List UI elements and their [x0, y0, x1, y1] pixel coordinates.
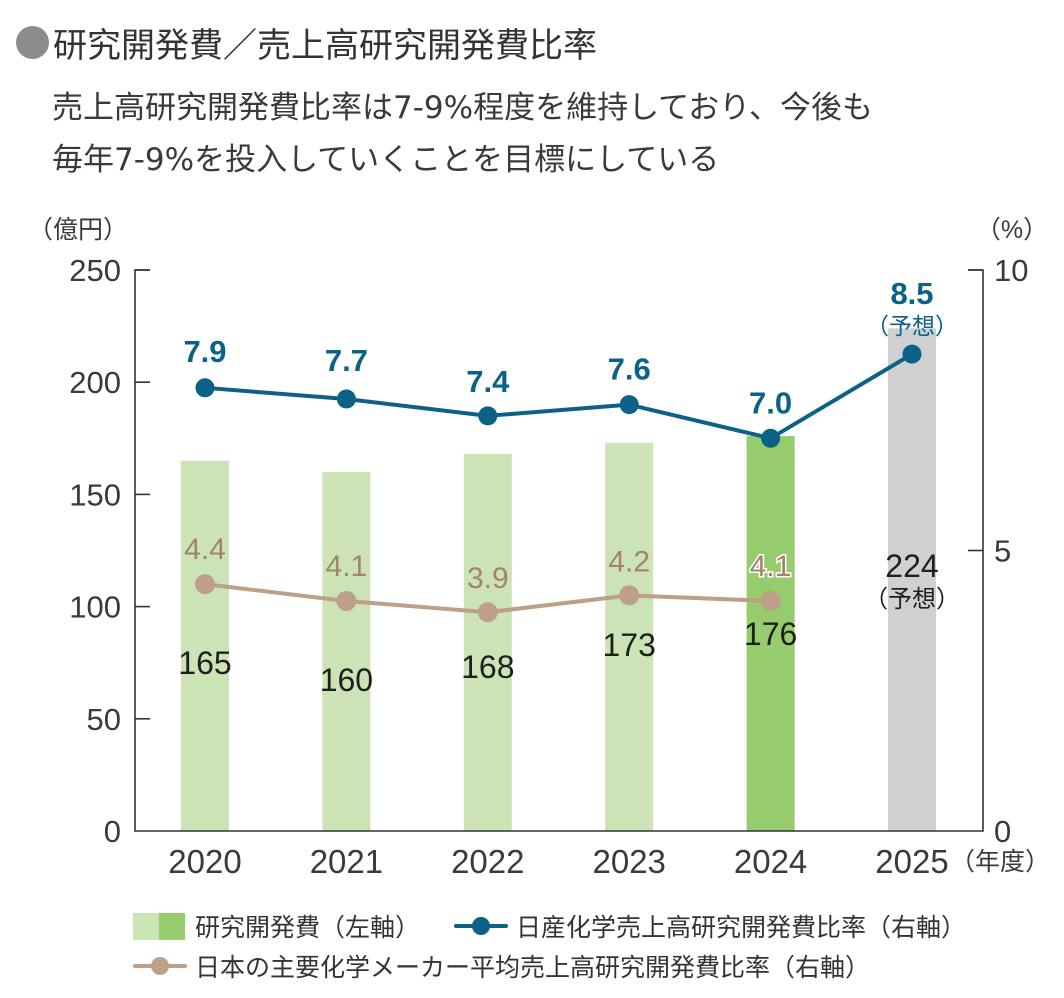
legend-line-industry-icon: [133, 956, 187, 976]
bar-2022: [463, 454, 512, 831]
nissan-ratio-label-2022: 7.4: [466, 364, 510, 399]
nissan-ratio-point: [478, 406, 498, 426]
legend-label-nissan-ratio: 日産化学売上高研究開発費比率（右軸）: [516, 913, 967, 942]
left-tick-label: 100: [69, 590, 121, 625]
bar-forecast-note: （予想）: [864, 586, 960, 613]
nissan-ratio-label-2023: 7.6: [608, 352, 651, 387]
bar-value-label-2022: 168: [461, 649, 514, 685]
nissan-ratio-point: [761, 428, 781, 448]
left-axis-unit-label: （億円）: [28, 216, 128, 244]
legend-row-2: 日本の主要化学メーカー平均売上高研究開発費比率（右軸）: [133, 946, 966, 986]
x-tick-label-2025: 2025: [875, 843, 948, 880]
bar-value-label-2024: 176: [744, 616, 797, 652]
bar-value-label-2020: 165: [178, 645, 231, 681]
nissan-ratio-point: [902, 344, 922, 364]
bar-2020: [181, 460, 229, 831]
nissan-forecast-note: （予想）: [866, 313, 958, 339]
x-tick-label-2023: 2023: [592, 843, 665, 880]
industry-ratio-label-2021: 4.1: [326, 550, 368, 583]
legend-line-nissan-icon: [454, 916, 509, 936]
industry-ratio-point: [195, 574, 215, 595]
left-tick-label: 200: [69, 365, 121, 400]
bar-value-label-2021: 160: [320, 662, 373, 698]
axes-layer: 0 50 100 150 200 250 0 5 10 （億円） （%） 2020 2021 2022 20…: [28, 216, 1050, 880]
x-tick-label-2022: 2022: [451, 843, 524, 880]
x-axis-unit-label: （年度）: [950, 848, 1050, 876]
industry-ratio-label-2022: 3.9: [467, 562, 509, 595]
subtitle: 売上高研究開発費比率は7-9%程度を維持しており、今後も 毎年7-9%を投入して…: [52, 82, 873, 186]
nissan-ratio-point: [619, 395, 639, 415]
industry-ratio-label-2023: 4.2: [608, 545, 650, 578]
nissan-ratio-label-2024: 7.0: [749, 385, 792, 420]
bar-value-label-2023: 173: [603, 627, 656, 663]
industry-ratio-label-2020: 4.4: [184, 533, 226, 566]
bar-2024: [746, 436, 795, 831]
nissan-ratio-point: [336, 389, 356, 409]
left-tick-label: 150: [69, 477, 121, 512]
industry-ratio-point: [477, 602, 498, 623]
lines-layer: [195, 344, 922, 623]
x-tick-label-2024: 2024: [734, 843, 807, 880]
subtitle-line-2: 毎年7-9%を投入していくことを目標にしている: [52, 142, 720, 178]
right-tick-label: 10: [994, 253, 1028, 288]
right-axis-unit-label: （%）: [976, 216, 1048, 244]
right-tick-label: 5: [994, 534, 1011, 569]
industry-ratio-point: [760, 590, 781, 611]
x-tick-label-2021: 2021: [310, 843, 383, 880]
bar-2023: [605, 442, 654, 831]
nissan-ratio-label-2025: 8.5: [890, 276, 933, 311]
x-tick-label-2020: 2020: [168, 843, 241, 880]
chart-title: 研究開発費／売上高研究開発費比率: [16, 20, 597, 66]
subtitle-line-1: 売上高研究開発費比率は7-9%程度を維持しており、今後も: [52, 90, 873, 126]
nissan-ratio-line: [204, 352, 914, 441]
labels-layer: 7.9 7.77.4 7.67.08.5（予想）4.44.1 3.94.2 4.1165…: [178, 276, 960, 698]
nissan-ratio-point: [195, 378, 215, 398]
bar-2025: [888, 328, 936, 831]
industry-ratio-point: [336, 590, 357, 611]
axis-frame: [134, 269, 984, 832]
bullet-circle-icon: [16, 25, 49, 59]
legend-label-rd-expense: 研究開発費（左軸）: [195, 913, 421, 942]
legend-row-1: 研究開発費（左軸） 日産化学売上高研究開発費比率（右軸）: [133, 906, 966, 946]
bar-value-label-2025: 224: [885, 548, 938, 584]
left-tick-label: 0: [104, 814, 121, 849]
industry-ratio-point: [619, 585, 640, 606]
nissan-ratio-label-2021: 7.7: [325, 343, 368, 378]
right-tick-label: 0: [994, 814, 1011, 849]
legend-swatch-bar-actual: [133, 912, 159, 940]
left-tick-label: 50: [87, 702, 121, 737]
legend-swatch-bar-latest: [159, 912, 185, 940]
legend: 研究開発費（左軸） 日産化学売上高研究開発費比率（右軸） 日本の主要化学メーカー…: [133, 906, 966, 986]
industry-ratio-label-2024: 4.1: [750, 550, 792, 583]
left-tick-label: 250: [69, 253, 121, 288]
nissan-ratio-label-2020: 7.9: [183, 334, 226, 369]
title-text: 研究開発費／売上高研究開発費比率: [53, 25, 597, 66]
legend-label-industry-ratio: 日本の主要化学メーカー平均売上高研究開発費比率（右軸）: [195, 953, 871, 982]
bar-2021: [322, 471, 371, 831]
bars-layer: [181, 328, 936, 831]
